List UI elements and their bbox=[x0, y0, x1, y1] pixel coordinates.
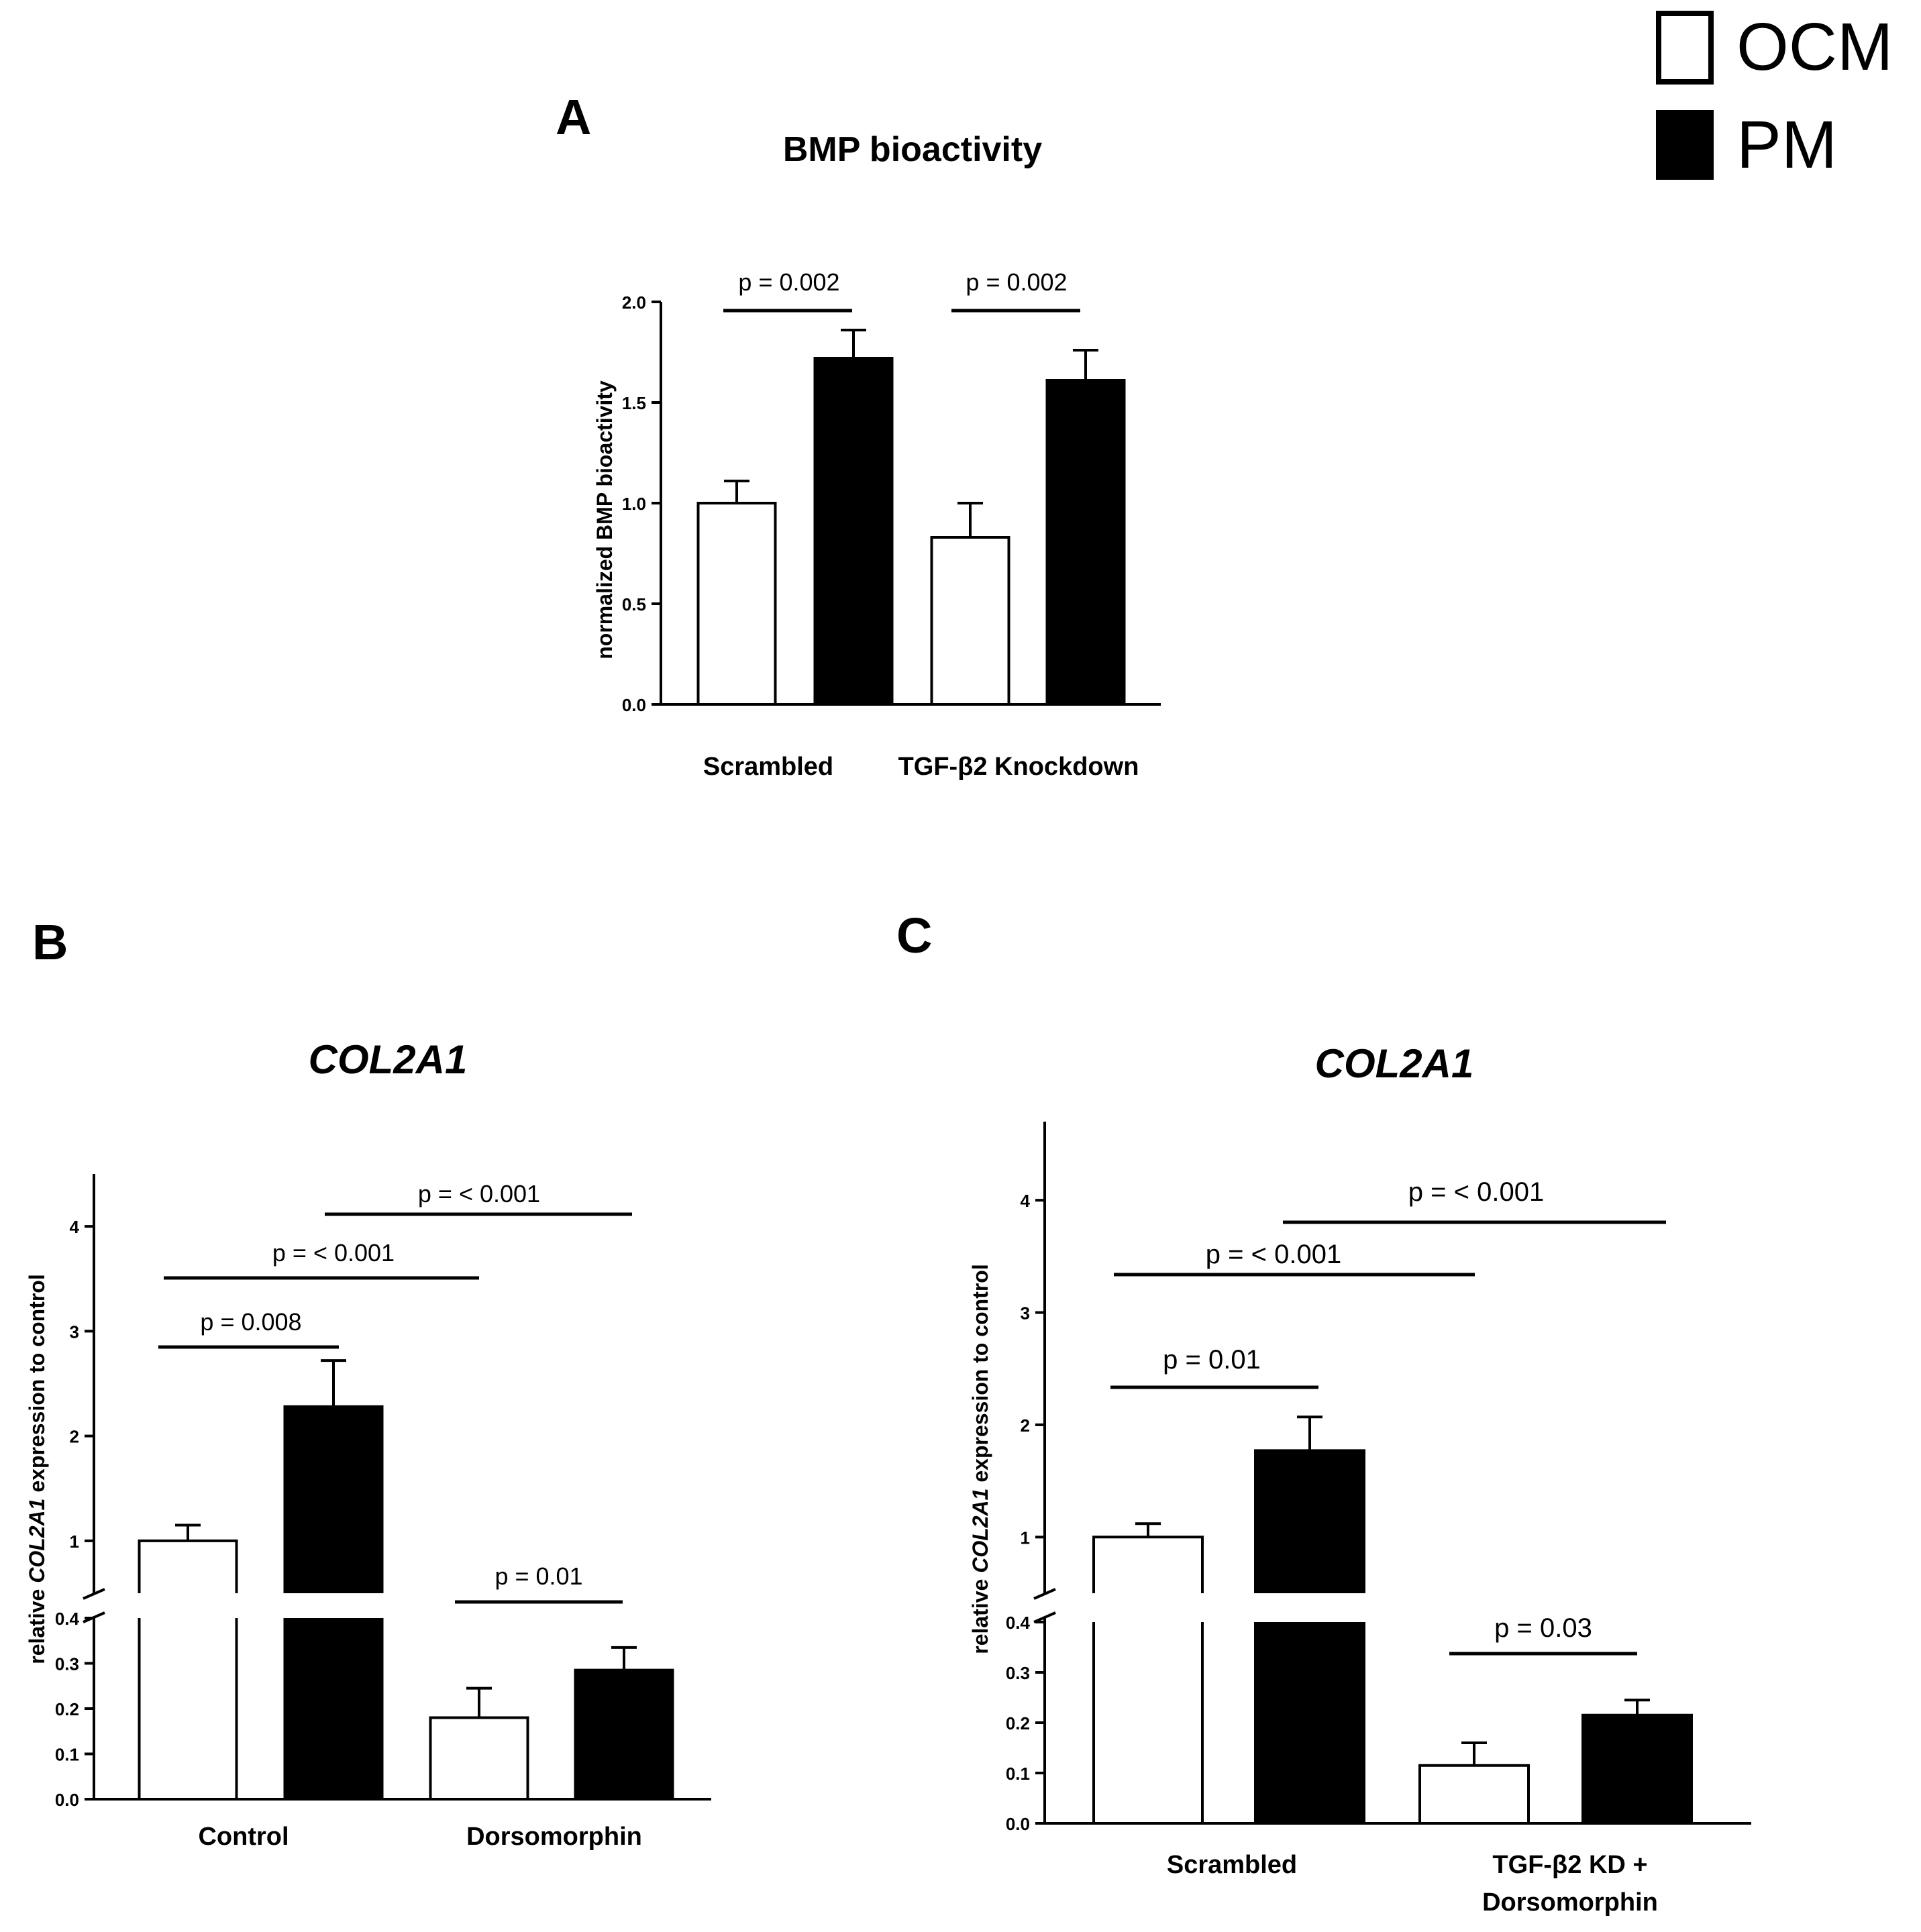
chart-a-bar-ocm-1 bbox=[930, 536, 1010, 706]
chart-c-title: COL2A1 bbox=[1315, 1041, 1474, 1086]
chart-c-bar-upper-pm-0 bbox=[1255, 1450, 1364, 1593]
chart-a-xtick-scrambled: Scrambled bbox=[703, 753, 833, 781]
chart-a-title: BMP bioactivity bbox=[783, 130, 1042, 169]
chart-b-ylabel-suffix: expression to control bbox=[25, 1274, 49, 1498]
chart-b-xtick-dorsomorphin: Dorsomorphin bbox=[466, 1823, 642, 1851]
chart-c-sig-label-3: p = < 0.001 bbox=[1408, 1177, 1544, 1207]
chart-b-sig-label-1: p = 0.008 bbox=[200, 1308, 301, 1336]
chart-panel-b: COL2A1 relative COL2A1 expression to con… bbox=[25, 1037, 711, 1851]
chart-c-ytick-label-8: 4 bbox=[1021, 1191, 1031, 1211]
chart-c-ylabel-gene: COL2A1 bbox=[968, 1489, 992, 1573]
chart-b-bar-lower-pm-0 bbox=[284, 1618, 382, 1799]
panel-letter-b: B bbox=[32, 914, 68, 970]
chart-c-ytick-label-2: 0.2 bbox=[1006, 1713, 1030, 1733]
chart-c-axis-break-mark-2 bbox=[1033, 1611, 1056, 1623]
chart-panel-c: COL2A1 relative COL2A1 expression to con… bbox=[968, 1041, 1751, 1917]
chart-b-ytick-label-3: 0.3 bbox=[55, 1654, 79, 1674]
chart-c-ytick-label-3: 0.3 bbox=[1006, 1663, 1030, 1683]
chart-c-ytick-label-1: 0.1 bbox=[1006, 1764, 1030, 1784]
chart-b-sig-label-4: p = 0.01 bbox=[495, 1562, 582, 1590]
chart-c-ytick-label-5: 1 bbox=[1021, 1527, 1030, 1548]
chart-b-ylabel-prefix: relative bbox=[25, 1583, 49, 1664]
chart-c-ylabel-prefix: relative bbox=[968, 1573, 992, 1654]
chart-c-ylabel-suffix: expression to control bbox=[968, 1264, 992, 1488]
chart-b-bar-lower-outline-ocm-0 bbox=[138, 1618, 238, 1801]
chart-b-bar-lower-ocm-0 bbox=[139, 1618, 237, 1799]
chart-a-xtick-tgf-knockdown: TGF-β2 Knockdown bbox=[898, 753, 1139, 781]
chart-b-ytick-label-4: 0.4 bbox=[55, 1609, 80, 1629]
chart-b-ytick-label-1: 0.1 bbox=[55, 1745, 79, 1765]
chart-b-bar-upper-pm-0 bbox=[284, 1406, 382, 1593]
chart-c-bar-upper-ocm-0 bbox=[1094, 1537, 1202, 1593]
chart-c-bar-lower-outline-ocm-0 bbox=[1092, 1622, 1204, 1825]
chart-b-title: COL2A1 bbox=[309, 1037, 468, 1082]
chart-b-ytick-label-0: 0.0 bbox=[55, 1790, 79, 1810]
chart-b-ylabel-gene: COL2A1 bbox=[25, 1499, 49, 1583]
chart-a-sig-label-2: p = 0.002 bbox=[966, 268, 1067, 296]
chart-c-axis-break-mark-1 bbox=[1033, 1588, 1056, 1600]
chart-b-bar-upper-outline-pm-0 bbox=[283, 1405, 384, 1593]
chart-c-ylabel: relative COL2A1 expression to control bbox=[968, 1264, 992, 1654]
chart-b-xtick-control: Control bbox=[198, 1823, 289, 1851]
chart-c-ytick-label-6: 2 bbox=[1021, 1415, 1030, 1436]
chart-c-sig-label-4: p = 0.03 bbox=[1494, 1613, 1592, 1643]
chart-b-ytick-label-8: 4 bbox=[70, 1217, 80, 1237]
chart-c-sig-label-2: p = < 0.001 bbox=[1206, 1240, 1341, 1269]
chart-b-sig-label-3: p = < 0.001 bbox=[418, 1180, 540, 1208]
chart-a-ytick-label-0: 0.0 bbox=[622, 695, 646, 715]
chart-c-bar-lower-ocm-0 bbox=[1094, 1622, 1202, 1823]
legend-swatch-pm bbox=[1656, 110, 1714, 180]
chart-b-bar-ocm-1 bbox=[429, 1716, 529, 1801]
chart-b-ytick-label-6: 2 bbox=[70, 1427, 79, 1447]
chart-c-xtick-tgf-kd-line1: TGF-β2 KD + bbox=[1492, 1851, 1647, 1879]
chart-c-bar-pm-1 bbox=[1581, 1713, 1693, 1825]
chart-b-bar-upper-ocm-0 bbox=[139, 1540, 237, 1593]
chart-b-axis-break-mark-1 bbox=[83, 1588, 105, 1600]
chart-c-bar-upper-outline-pm-0 bbox=[1254, 1449, 1365, 1593]
chart-c-sig-label-1: p = 0.01 bbox=[1163, 1345, 1261, 1375]
chart-b-ytick-label-2: 0.2 bbox=[55, 1699, 79, 1719]
chart-b-bar-pm-1 bbox=[574, 1668, 674, 1801]
chart-c-xtick-tgf-kd-line2: Dorsomorphin bbox=[1482, 1888, 1658, 1917]
chart-a-ytick-label-4: 2.0 bbox=[622, 292, 646, 313]
chart-a-bar-pm-0 bbox=[813, 357, 894, 706]
chart-b-ytick-label-7: 3 bbox=[70, 1322, 79, 1342]
chart-b-ytick-label-5: 1 bbox=[70, 1532, 79, 1552]
chart-a-bar-ocm-0 bbox=[696, 502, 777, 706]
chart-b-bar-upper-outline-ocm-0 bbox=[138, 1539, 238, 1593]
chart-c-ytick-label-4: 0.4 bbox=[1006, 1613, 1031, 1633]
chart-a-ytick-label-2: 1.0 bbox=[622, 494, 646, 514]
chart-b-sig-label-2: p = < 0.001 bbox=[272, 1239, 395, 1267]
chart-c-bar-upper-outline-ocm-0 bbox=[1092, 1536, 1204, 1593]
legend-label-pm: PM bbox=[1736, 107, 1837, 182]
legend-swatch-ocm bbox=[1656, 11, 1714, 85]
chart-a-ytick-label-1: 0.5 bbox=[622, 594, 646, 614]
chart-c-ytick-label-7: 3 bbox=[1021, 1303, 1030, 1324]
chart-a-ytick-label-3: 1.5 bbox=[622, 393, 646, 413]
chart-b-ylabel: relative COL2A1 expression to control bbox=[25, 1274, 49, 1664]
chart-a-ylabel: normalized BMP bioactivity bbox=[592, 380, 617, 659]
chart-a-bar-pm-1 bbox=[1045, 379, 1126, 706]
panel-letter-a: A bbox=[556, 89, 591, 145]
legend-label-ocm: OCM bbox=[1736, 9, 1893, 85]
legend: OCM PM bbox=[1656, 9, 1893, 182]
chart-a-sig-label-1: p = 0.002 bbox=[738, 268, 839, 296]
chart-c-ytick-label-0: 0.0 bbox=[1006, 1814, 1030, 1834]
chart-b-bar-lower-outline-pm-0 bbox=[283, 1618, 384, 1801]
panel-letter-c: C bbox=[896, 908, 932, 963]
chart-c-xtick-scrambled: Scrambled bbox=[1167, 1851, 1297, 1879]
chart-c-bar-ocm-1 bbox=[1418, 1764, 1530, 1825]
chart-panel-a: BMP bioactivity normalized BMP bioactivi… bbox=[592, 130, 1161, 781]
chart-c-bar-lower-outline-pm-0 bbox=[1254, 1622, 1365, 1825]
chart-c-bar-lower-pm-0 bbox=[1255, 1622, 1364, 1823]
